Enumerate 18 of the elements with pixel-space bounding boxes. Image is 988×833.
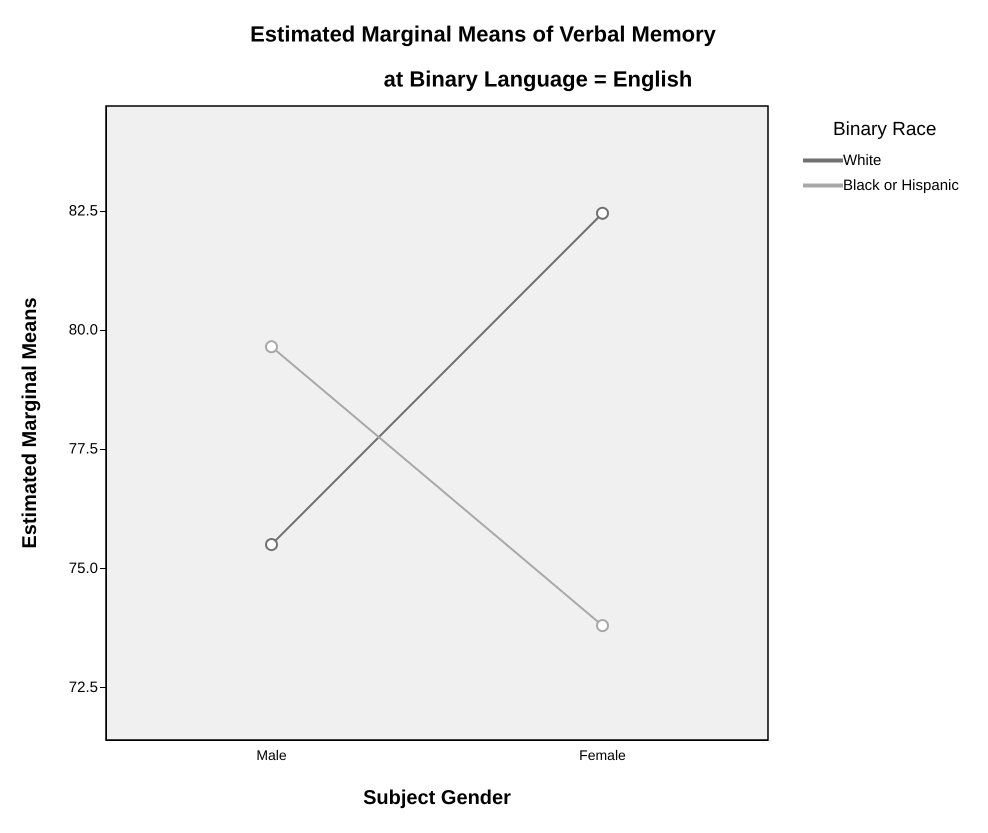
legend-label: White bbox=[843, 152, 882, 169]
y-axis-title: Estimated Marginal Means bbox=[19, 297, 41, 549]
x-tick-label: Female bbox=[579, 747, 626, 763]
point bbox=[596, 206, 609, 220]
point bbox=[265, 340, 278, 354]
x-axis-title: Subject Gender bbox=[363, 787, 512, 809]
y-tick-label: 82.5 bbox=[68, 202, 98, 220]
y-tick-label: 77.5 bbox=[68, 440, 98, 458]
legend-title: Binary Race bbox=[833, 119, 936, 140]
legend-label: Black or Hispanic bbox=[843, 177, 960, 194]
y-tick-label: 72.5 bbox=[68, 679, 98, 696]
chart-subtitle: at Binary Language = English bbox=[384, 66, 692, 92]
y-tick-label: 80.0 bbox=[68, 322, 98, 339]
chart-title: Estimated Marginal Means of Verbal Memory bbox=[250, 22, 717, 46]
x-tick-label: Male bbox=[256, 747, 287, 763]
y-tick-label: 75.0 bbox=[68, 560, 98, 577]
point bbox=[596, 619, 609, 632]
point bbox=[265, 538, 278, 552]
